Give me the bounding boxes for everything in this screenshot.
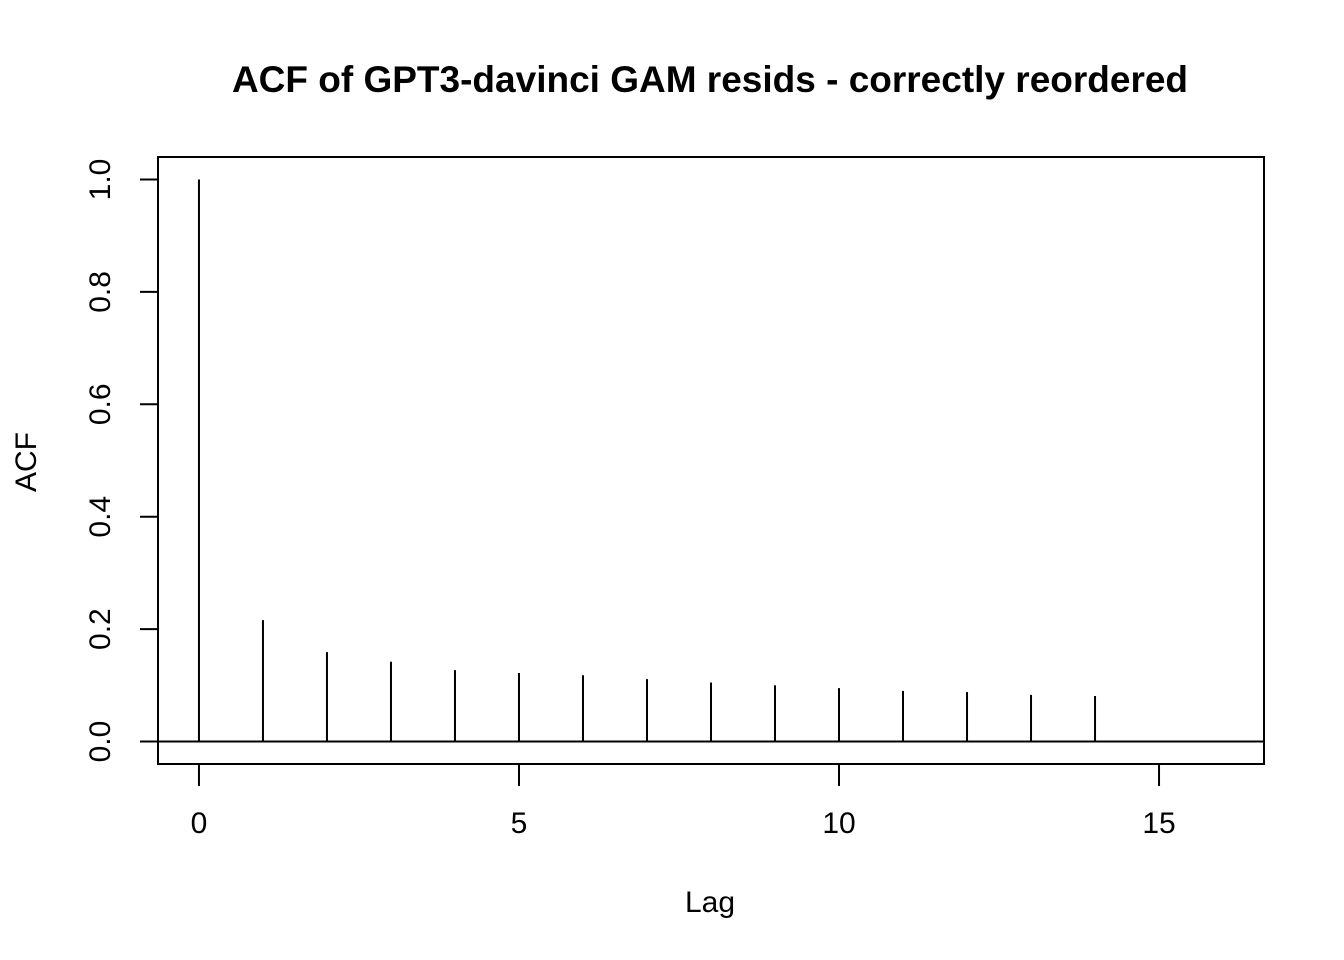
x-axis: 0 5 10 15	[191, 763, 1176, 840]
x-axis-label: Lag	[685, 886, 735, 919]
y-tick-label: 0.8	[84, 271, 117, 313]
acf-spikes	[158, 179, 1264, 743]
chart-title: ACF of GPT3-davinci GAM resids - correct…	[232, 59, 1188, 100]
y-axis-label: ACF	[10, 432, 43, 492]
y-tick-label: 0.2	[84, 608, 117, 650]
y-tick-label: 0.0	[84, 721, 117, 763]
x-tick-label: 15	[1142, 807, 1175, 840]
y-axis: 0.0 0.2 0.4 0.6 0.8 1.0	[84, 159, 159, 763]
x-tick-label: 0	[191, 807, 208, 840]
x-tick-label: 10	[822, 807, 855, 840]
y-tick-label: 0.4	[84, 496, 117, 538]
x-tick-label: 5	[511, 807, 528, 840]
plot-frame	[157, 156, 1265, 765]
y-tick-label: 0.6	[84, 383, 117, 425]
y-tick-label: 1.0	[84, 159, 117, 201]
